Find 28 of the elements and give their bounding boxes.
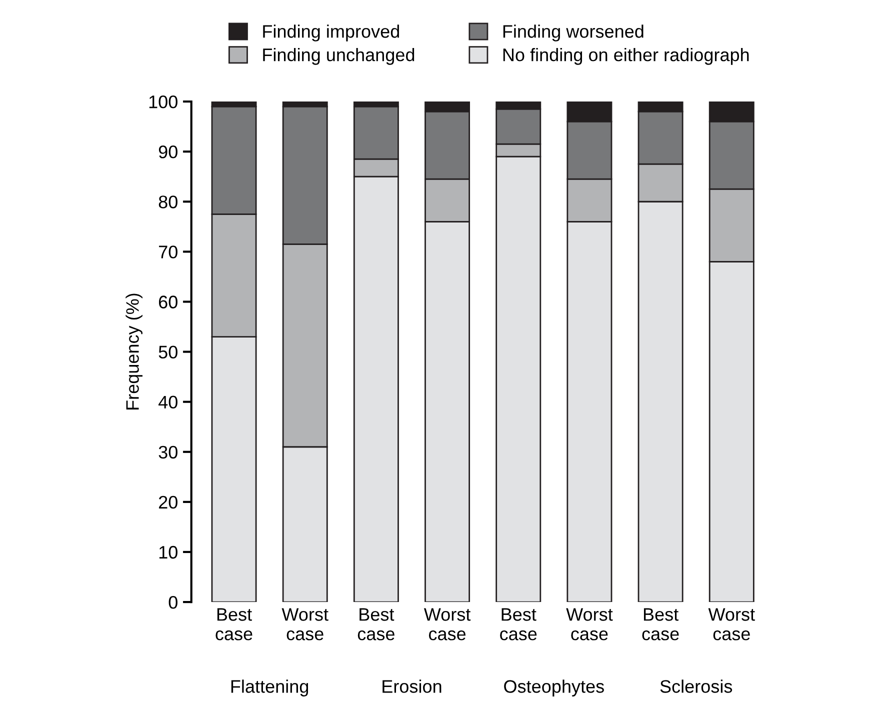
x-tick-label: Worst case — [282, 608, 328, 640]
x-tick-label: Worst case — [708, 608, 755, 640]
y-tick-label: 40 — [158, 396, 178, 409]
y-tick-label: 50 — [158, 346, 178, 358]
y-axis-title: Frequency (%) — [126, 294, 142, 410]
text: Osteophytes — [504, 680, 604, 696]
legend-label: Finding improved — [263, 24, 399, 42]
y-tick-label: 80 — [158, 196, 178, 208]
x-tick-label: Best case — [500, 608, 537, 640]
x-tick-label: Best case — [642, 608, 679, 640]
text: Erosion — [382, 680, 442, 693]
x-tick-label: Worst case — [424, 608, 471, 640]
legend-label: Finding unchanged — [263, 48, 414, 65]
y-tick-label: 60 — [158, 296, 178, 308]
y-tick-label: 90 — [158, 146, 178, 158]
x-tick-label: Best case — [358, 608, 394, 640]
legend-label: No finding on either radiograph — [503, 48, 749, 65]
y-tick-label: 0 — [168, 596, 178, 609]
y-tick-label: 10 — [159, 546, 178, 559]
y-tick-label: 100 — [149, 95, 178, 108]
y-tick-label: 70 — [159, 246, 178, 258]
text: Sclerosis — [660, 680, 732, 693]
y-tick-label: 30 — [158, 446, 178, 459]
legend-label: Finding worsened — [503, 24, 644, 42]
x-tick-label: Worst case — [566, 608, 613, 640]
text: Flattening — [231, 680, 308, 696]
x-tick-label: Best case — [216, 608, 252, 640]
y-tick-label: 20 — [158, 496, 178, 509]
